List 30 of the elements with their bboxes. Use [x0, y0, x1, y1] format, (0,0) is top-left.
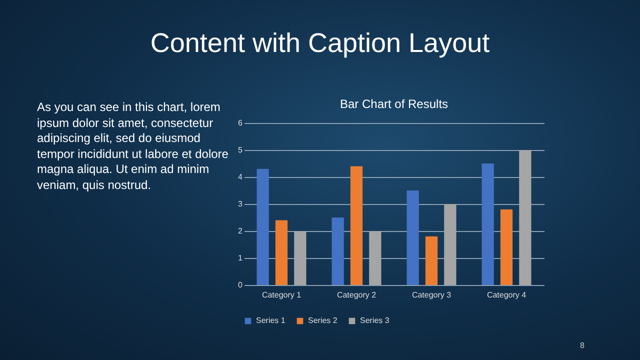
- text: 8: [580, 341, 584, 350]
- text: Content with Caption Layout: [149, 28, 491, 59]
- chart-title: Bar Chart of Results: [340, 97, 448, 111]
- y-tick-label: 1: [238, 254, 244, 262]
- legend-label: Series 2: [308, 316, 338, 325]
- text: As you can see in this chart, lorem ipsum dolor sit amet, consectetur adipiscing elit, sed do eiusmod tempor incididunt ut labore et dolore magna aliqua. Ut enim ad minim veniam, quis nostrud.: [37, 100, 230, 193]
- bar: [444, 204, 456, 285]
- legend-label: Series 3: [360, 316, 390, 325]
- legend-label: Series 1: [256, 316, 286, 325]
- bar: [519, 150, 532, 285]
- y-tick-label: 3: [238, 200, 244, 208]
- bar: [425, 236, 438, 285]
- y-tick-label: 5: [238, 146, 244, 154]
- x-tick-label: Category 1: [262, 290, 302, 300]
- bar: [275, 220, 288, 285]
- y-tick-label: 4: [238, 172, 244, 182]
- bar: [350, 166, 363, 285]
- bar: [332, 218, 344, 285]
- y-tick-label: 6: [238, 118, 244, 128]
- x-tick-label: Category 2: [336, 290, 377, 300]
- bar: [369, 231, 382, 285]
- y-tick-label: 2: [238, 226, 244, 236]
- bar: [256, 168, 269, 285]
- bar: [482, 164, 494, 285]
- x-tick-label: Category 4: [486, 290, 527, 300]
- x-tick-label: Category 3: [412, 290, 452, 300]
- bar: [500, 209, 513, 285]
- bar: [294, 231, 306, 285]
- bar: [406, 190, 419, 285]
- y-tick-label: 0: [238, 280, 244, 290]
